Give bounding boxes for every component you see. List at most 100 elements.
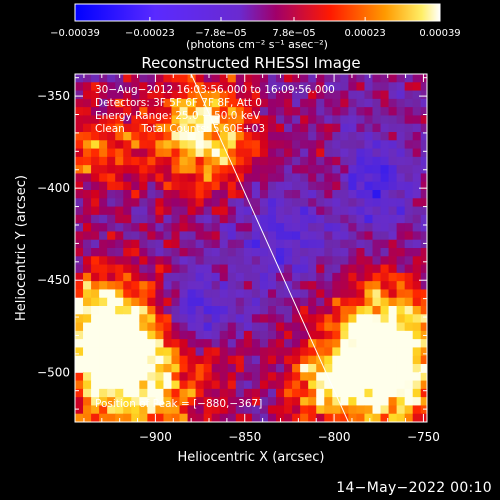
annotation-block: 30−Aug−2012 16:03:56.000 to 16:09:56.000… (95, 84, 335, 135)
heatmap-cell (83, 339, 92, 349)
heatmap-cell (107, 214, 116, 224)
heatmap-cell (155, 231, 165, 241)
heatmap-cell (99, 422, 108, 431)
heatmap-cell (131, 405, 140, 415)
heatmap-cell (115, 355, 124, 365)
heatmap-cell (179, 123, 189, 133)
heatmap-cell (396, 314, 406, 324)
heatmap-cell (251, 115, 261, 125)
heatmap-cell (284, 364, 293, 373)
heatmap-cell (219, 206, 229, 216)
heatmap-cell (99, 206, 108, 216)
heatmap-cell (404, 314, 414, 324)
heatmap-cell (107, 256, 116, 266)
heatmap-cell (388, 330, 398, 340)
heatmap-cell (163, 364, 173, 373)
heatmap-cell (396, 355, 406, 365)
heatmap-cell (300, 214, 309, 224)
heatmap-cell (284, 132, 293, 141)
heatmap-cell (195, 413, 205, 422)
heatmap-cell (364, 165, 374, 175)
heatmap-cell (251, 248, 261, 257)
heatmap-cell (243, 231, 253, 241)
heatmap-cell (235, 98, 245, 108)
heatmap-cell (171, 206, 181, 216)
heatmap-cell (99, 239, 108, 249)
heatmap-cell (429, 364, 438, 373)
heatmap-cell (429, 182, 438, 191)
heatmap-cell (163, 231, 173, 241)
heatmap-cell (388, 380, 398, 390)
heatmap-cell (276, 132, 285, 141)
heatmap-cell (259, 355, 269, 365)
heatmap-cell (267, 256, 277, 266)
heatmap-cell (259, 198, 269, 208)
heatmap-cell (163, 272, 173, 282)
heatmap-cell (340, 330, 349, 340)
heatmap-cell (267, 181, 277, 191)
heatmap-cell (107, 198, 116, 208)
heatmap-cell (131, 90, 140, 100)
heatmap-cell (267, 388, 277, 398)
heatmap-cell (227, 330, 237, 340)
heatmap-cell (396, 82, 406, 92)
heatmap-cell (292, 397, 301, 407)
heatmap-cell (420, 148, 427, 158)
heatmap-cell (171, 181, 181, 191)
heatmap-cell (243, 281, 253, 291)
axis-ticks: −900 −850 −800 −750−350−400−450−500 (37, 74, 440, 444)
heatmap-cell (99, 74, 108, 83)
heatmap-cell (356, 405, 366, 415)
heatmap-cell (259, 165, 269, 175)
heatmap-cell (348, 156, 358, 166)
heatmap-cell (83, 264, 92, 274)
heatmap-cell (203, 355, 213, 365)
heatmap-cell (340, 115, 349, 125)
heatmap-cell (227, 156, 237, 166)
heatmap-cell (267, 405, 277, 415)
heatmap-cell (131, 148, 140, 158)
heatmap-cell (300, 132, 309, 141)
heatmap-cell (404, 239, 414, 249)
heatmap-cell (267, 289, 277, 299)
heatmap-cell (91, 223, 100, 233)
heatmap-cell (115, 248, 124, 257)
heatmap-cell (292, 74, 301, 83)
heatmap-cell (276, 256, 285, 266)
heatmap-cell (324, 181, 333, 191)
heatmap-cell (171, 281, 181, 291)
heatmap-cell (267, 214, 277, 224)
heatmap-cell (75, 264, 84, 274)
heatmap-cell (211, 82, 221, 92)
heatmap-cell (195, 74, 205, 83)
heatmap-cell (412, 82, 422, 92)
heatmap-cell (388, 165, 398, 175)
heatmap-cell (243, 115, 253, 125)
heatmap-cell (429, 215, 438, 224)
heatmap-cell (267, 165, 277, 175)
heatmap-cell (267, 413, 277, 422)
heatmap-cell (412, 198, 422, 208)
heatmap-cell (123, 132, 132, 141)
heatmap-cell (284, 156, 293, 166)
heatmap-cell (251, 165, 261, 175)
heatmap-cell (203, 82, 213, 92)
heatmap-cell (380, 148, 390, 158)
heatmap-cell (163, 347, 173, 357)
heatmap-cell (243, 223, 253, 233)
heatmap-cell (396, 123, 406, 133)
heatmap-cell (292, 140, 301, 150)
heatmap-cell (316, 115, 325, 125)
heatmap-cell (163, 115, 173, 125)
x-tick-label: −800 (318, 430, 351, 444)
heatmap-cell (123, 239, 132, 249)
heatmap-cell (195, 156, 205, 166)
heatmap-cell (139, 339, 148, 349)
heatmap-cell (123, 107, 132, 117)
heatmap-cell (123, 347, 132, 357)
heatmap-cell (195, 272, 205, 282)
heatmap-cell (308, 115, 317, 125)
heatmap-cell (219, 339, 229, 349)
heatmap-cell (107, 413, 116, 422)
heatmap-cell (412, 165, 422, 175)
